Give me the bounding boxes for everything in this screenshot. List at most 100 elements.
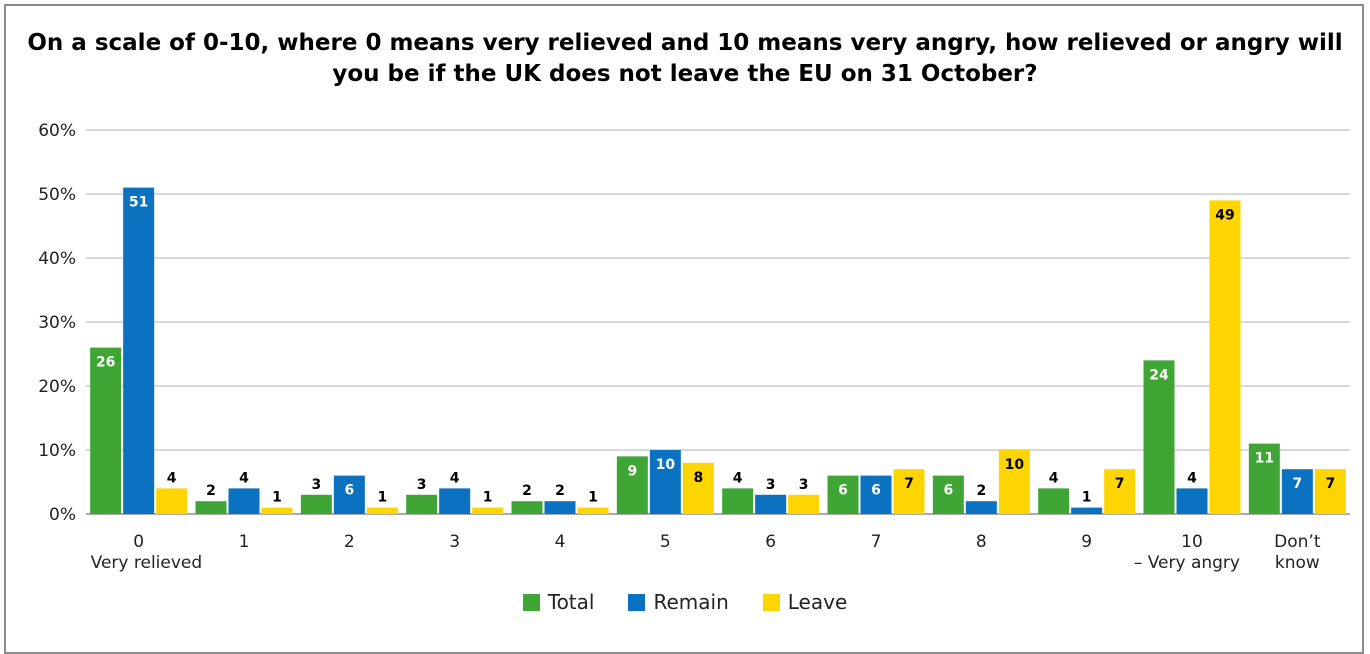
data-label: 3 (766, 477, 776, 493)
bar-total (616, 456, 648, 514)
bar-leave (682, 462, 714, 514)
bar-remain (965, 501, 997, 514)
x-category-label: 6 (765, 532, 776, 552)
y-tick-label: 30% (38, 313, 76, 333)
x-category-label: 10 (1181, 532, 1203, 552)
y-tick-label: 0% (49, 505, 76, 525)
bar-leave (1314, 469, 1346, 514)
bar-leave (261, 507, 293, 514)
x-category-label: 5 (660, 532, 671, 552)
x-category-label: 2 (344, 532, 355, 552)
data-label: 9 (627, 463, 637, 479)
data-label: 6 (344, 483, 354, 499)
data-label: 2 (522, 483, 532, 499)
data-label: 7 (904, 476, 914, 492)
bar-total (90, 347, 122, 514)
x-category-label: Don’t (1274, 532, 1321, 552)
bar-remain (123, 187, 155, 514)
legend-item-leave: Leave (762, 590, 848, 614)
y-tick-label: 40% (38, 249, 76, 269)
data-label: 4 (1187, 470, 1197, 486)
bar-leave (1209, 200, 1241, 514)
bar-total (722, 488, 754, 514)
data-label: 1 (483, 490, 493, 506)
bar-leave (577, 507, 609, 514)
y-tick-label: 60% (38, 121, 76, 141)
bar-total (827, 475, 859, 514)
bar-remain (333, 475, 365, 514)
legend-label: Leave (787, 590, 848, 614)
chart-legend: Total Remain Leave (0, 588, 1370, 616)
data-label: 1 (1082, 490, 1092, 506)
data-label: 6 (838, 483, 848, 499)
bar-total (195, 501, 227, 514)
data-label: 26 (96, 355, 115, 371)
data-label: 2 (206, 483, 216, 499)
chart-frame (4, 4, 1364, 654)
data-label: 2 (976, 483, 986, 499)
bar-total (1248, 443, 1280, 514)
x-category-label: 8 (976, 532, 987, 552)
data-label: 7 (1115, 476, 1125, 492)
data-label: 4 (1049, 470, 1059, 486)
bar-remain (1176, 488, 1208, 514)
bar-leave (366, 507, 398, 514)
data-label: 6 (871, 483, 881, 499)
bar-total (932, 475, 964, 514)
bar-remain (544, 501, 576, 514)
legend-swatch (628, 593, 646, 611)
data-label: 8 (693, 470, 703, 486)
bar-remain (228, 488, 260, 514)
x-category-label: know (1275, 553, 1320, 573)
bar-remain (439, 488, 471, 514)
bar-remain (755, 494, 787, 514)
data-label: 4 (450, 470, 460, 486)
data-label: 49 (1215, 207, 1234, 223)
data-label: 10 (656, 457, 676, 473)
legend-swatch (522, 593, 540, 611)
data-label: 3 (417, 477, 427, 493)
y-tick-label: 50% (38, 185, 76, 205)
data-label: 4 (239, 470, 249, 486)
data-label: 3 (311, 477, 321, 493)
x-category-label: 7 (871, 532, 882, 552)
bar-remain (860, 475, 892, 514)
data-label: 3 (799, 477, 809, 493)
data-label: 1 (272, 490, 282, 506)
bar-remain (1281, 469, 1313, 514)
y-tick-label: 10% (38, 441, 76, 461)
legend-swatch (762, 593, 780, 611)
bar-total (1143, 360, 1175, 514)
data-label: 1 (377, 490, 387, 506)
x-category-label: 4 (555, 532, 566, 552)
bar-leave (893, 469, 925, 514)
data-label: 11 (1255, 451, 1274, 467)
bar-leave (156, 488, 188, 514)
bar-remain (649, 450, 681, 514)
bar-leave (1104, 469, 1136, 514)
data-label: 7 (1292, 476, 1302, 492)
bar-leave (998, 450, 1030, 514)
data-label: 7 (1325, 476, 1335, 492)
bar-total (300, 494, 332, 514)
y-tick-label: 20% (38, 377, 76, 397)
data-label: 1 (588, 490, 598, 506)
legend-label: Remain (653, 590, 729, 614)
bar-leave (472, 507, 504, 514)
data-label: 51 (129, 195, 148, 211)
data-label: 24 (1149, 367, 1169, 383)
data-label: 6 (943, 483, 953, 499)
x-category-label: 0 (133, 532, 144, 552)
bar-remain (1071, 507, 1103, 514)
bar-total (406, 494, 438, 514)
x-category-label: 3 (449, 532, 460, 552)
x-category-label: Very relieved (91, 553, 203, 573)
data-label: 4 (733, 470, 743, 486)
chart-title: On a scale of 0-10, where 0 means very r… (27, 30, 1343, 87)
data-label: 2 (555, 483, 565, 499)
legend-item-total: Total (522, 590, 595, 614)
legend-item-remain: Remain (628, 590, 729, 614)
legend-label: Total (547, 590, 595, 614)
x-category-label: – Very angry (1134, 553, 1240, 573)
